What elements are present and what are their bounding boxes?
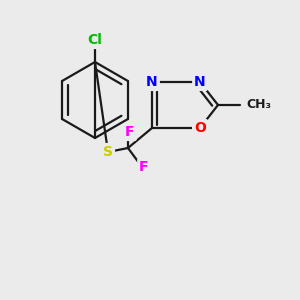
Text: Cl: Cl	[88, 33, 102, 47]
Text: CH₃: CH₃	[246, 98, 271, 112]
Text: F: F	[139, 160, 149, 174]
Text: S: S	[103, 145, 113, 159]
Text: O: O	[194, 121, 206, 135]
Text: F: F	[125, 125, 135, 139]
Text: N: N	[194, 75, 206, 89]
Text: N: N	[146, 75, 158, 89]
